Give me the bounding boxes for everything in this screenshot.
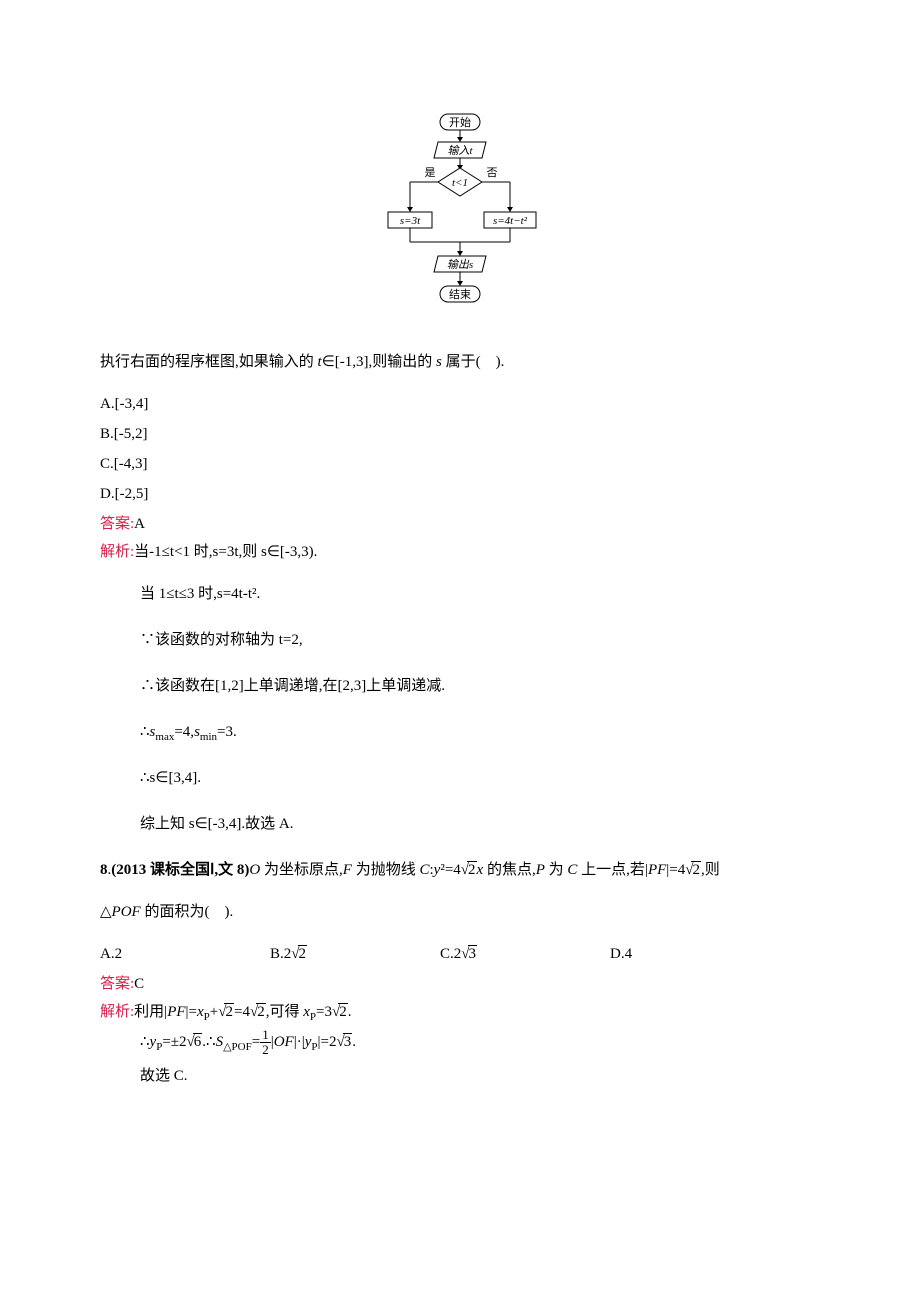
q8-answer-value: C	[134, 976, 144, 992]
q7-option-a: A.[-3,4]	[100, 392, 820, 416]
q8-P: P	[536, 862, 545, 878]
q7-explain-line-3: ∴该函数在[1,2]上单调递增,在[2,3]上单调递减.	[140, 674, 820, 698]
node-cond: t<1	[452, 177, 468, 189]
frac-half: 12	[260, 1028, 271, 1058]
q8-e2f: OF	[274, 1034, 294, 1050]
q8-e1a: 利用|	[134, 1004, 167, 1020]
q8-e2g: |·|yP	[294, 1034, 318, 1050]
q8-b-pre: B.2	[270, 946, 291, 962]
answer-label-2: 答案:	[100, 976, 134, 992]
q8-e1c: |=xP	[186, 1004, 210, 1020]
q7-stem-suffix: 属于( ).	[442, 354, 505, 370]
q7-option-d: D.[-2,5]	[100, 482, 820, 506]
q8-option-d: D.4	[610, 942, 770, 966]
q8-stem-line2: △POF 的面积为( ).	[100, 900, 820, 924]
explain-label-2: 解析:	[100, 1004, 134, 1020]
frac-num: 1	[260, 1028, 271, 1043]
sqrt2-a: 2	[467, 861, 477, 878]
q8-t5: 为	[545, 862, 568, 878]
q7-explain-line-2: ∵该函数的对称轴为 t=2,	[140, 628, 820, 652]
node-left: s=3t	[400, 215, 421, 227]
sqrt2-b: 2	[691, 861, 701, 878]
q8-tri-suffix: 的面积为( ).	[141, 904, 234, 920]
q8-e2sub2: △POF	[223, 1041, 252, 1053]
q8-e1g: =3	[316, 1004, 332, 1020]
q8-b-rad: 2	[298, 945, 308, 962]
q8-C: C	[419, 862, 429, 878]
q8-tri-prefix: △	[100, 904, 112, 920]
sqrt2-d: 2	[256, 1003, 266, 1020]
node-end: 结束	[449, 288, 471, 301]
q7-stem: 执行右面的程序框图,如果输入的 t∈[-1,3],则输出的 s 属于( ).	[100, 350, 820, 374]
q8-e1h: .	[348, 1004, 352, 1020]
q8-e2i: .	[352, 1034, 356, 1050]
label-no: 否	[487, 167, 498, 179]
q8-C2: C	[567, 862, 577, 878]
q8-e2d: =	[252, 1034, 260, 1050]
q8-t1: 为坐标原点,	[260, 862, 343, 878]
q8-explain-line-2: ∴yP=±26.∴S△POF=12|OF|·|yP|=23.	[140, 1028, 820, 1058]
q7-explain-text-0: 当-1≤t<1 时,s=3t,则 s∈[-3,3).	[134, 544, 317, 560]
q7-explain-line-4: ∴smax=4,smin=3.	[140, 720, 820, 744]
q8-e2a: ∴yP	[140, 1034, 162, 1050]
q7-answer-value: A	[134, 516, 145, 532]
q7-explain-line-1: 当 1≤t≤3 时,s=4t-t².	[140, 582, 820, 606]
node-start: 开始	[449, 115, 471, 129]
q8-explain-line-3: 故选 C.	[140, 1064, 820, 1088]
q8-t3: :y²=4	[429, 862, 460, 878]
q7-stem-prefix: 执行右面的程序框图,如果输入的	[100, 354, 318, 370]
node-output: 输出s	[447, 258, 473, 271]
q8-e1f: ,可得 xP	[266, 1004, 316, 1020]
sqrt6: 6	[193, 1033, 203, 1050]
node-input: 输入t	[447, 144, 473, 157]
q8-stem-line1: 8.(2013 课标全国Ⅰ,文 8)O 为坐标原点,F 为抛物线 C:y²=42…	[100, 858, 820, 882]
q8-explain-line-1: 解析:利用|PF|=xP+2=42,可得 xP=32.	[100, 1000, 820, 1024]
sqrt2-c: 2	[224, 1003, 234, 1020]
q8-POF: POF	[112, 904, 141, 920]
q8-source: (2013 课标全国Ⅰ,文 8)	[111, 862, 249, 878]
q8-c-rad: 3	[468, 945, 478, 962]
sqrt3: 3	[343, 1033, 353, 1050]
q8-t2: 为抛物线	[352, 862, 420, 878]
flowchart-svg: 开始 输入t t<1 是 否 s=3t s=4t	[370, 110, 550, 320]
node-right: s=4t−t²	[493, 215, 528, 227]
q8-e1d: +	[210, 1004, 218, 1020]
q8-e1e: =4	[234, 1004, 250, 1020]
q8-e2h: |=2	[318, 1034, 337, 1050]
label-yes: 是	[425, 166, 436, 179]
q7-explain-line-0: 解析:当-1≤t<1 时,s=3t,则 s∈[-3,3).	[100, 540, 820, 564]
q8-t4: 的焦点,	[483, 862, 536, 878]
frac-den: 2	[260, 1043, 271, 1057]
answer-label: 答案:	[100, 516, 134, 532]
flowchart-figure: 开始 输入t t<1 是 否 s=3t s=4t	[100, 110, 820, 320]
q8-options: A.2 B.2 2 C.2 3 D.4	[100, 942, 820, 966]
q8-e2c: .∴S△POF	[202, 1034, 251, 1050]
q8-option-a: A.2	[100, 942, 270, 966]
q8-e2b: =±2	[162, 1034, 186, 1050]
q8-option-c: C.2 3	[440, 942, 610, 966]
q7-option-b: B.[-5,2]	[100, 422, 820, 446]
q7-answer: 答案:A	[100, 512, 820, 536]
q7-explain-line-6: 综上知 s∈[-3,4].故选 A.	[140, 812, 820, 836]
q8-t8: ,则	[701, 862, 720, 878]
q8-e1b: PF	[167, 1004, 185, 1020]
q8-option-b: B.2 2	[270, 942, 440, 966]
q8-PF: PF	[648, 862, 666, 878]
q7-option-c: C.[-4,3]	[100, 452, 820, 476]
q8-t7: |=4	[666, 862, 685, 878]
q8-F: F	[343, 862, 352, 878]
q8-O: O	[249, 862, 260, 878]
explain-label: 解析:	[100, 544, 134, 560]
sqrt2-e: 2	[338, 1003, 348, 1020]
q8-number: 8	[100, 862, 108, 878]
q8-t6: 上一点,若|	[577, 862, 648, 878]
q8-answer: 答案:C	[100, 972, 820, 996]
q7-explain-line-5: ∴s∈[3,4].	[140, 766, 820, 790]
q7-stem-mid: ∈[-1,3],则输出的	[322, 354, 436, 370]
q8-c-pre: C.2	[440, 946, 461, 962]
